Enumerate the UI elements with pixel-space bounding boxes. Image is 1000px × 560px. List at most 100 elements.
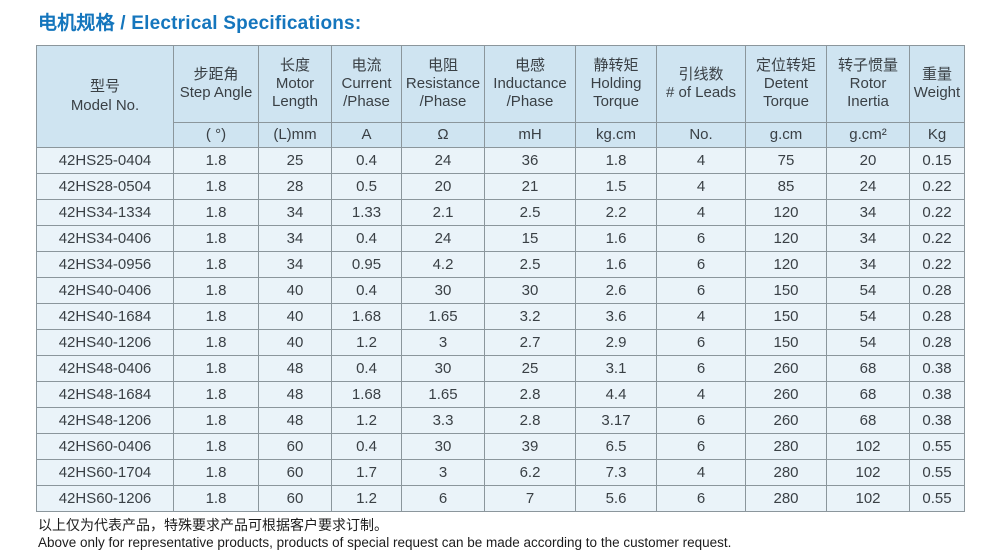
value-cell: 6 — [656, 277, 746, 304]
model-cell: 42HS34-1334 — [36, 199, 174, 226]
value-cell: 4.4 — [575, 381, 657, 408]
value-cell: 2.8 — [484, 381, 576, 408]
value-cell: 24 — [826, 173, 910, 200]
value-cell: 280 — [745, 485, 827, 512]
table-row: 42HS34-0956 1.8 34 0.95 4.2 2.5 1.6 6 120 34 0.22 — [36, 251, 965, 278]
value-cell: 4 — [656, 381, 746, 408]
value-cell: 60 — [258, 459, 332, 486]
model-cell: 42HS48-1206 — [36, 407, 174, 434]
unit-cell: Ω — [401, 122, 485, 148]
table-row: 42HS40-1206 1.8 40 1.2 3 2.7 2.9 6 150 54 0.28 — [36, 329, 965, 356]
table-row: 42HS34-1334 1.8 34 1.33 2.1 2.5 2.2 4 120 34 0.22 — [36, 199, 965, 226]
value-cell: 3 — [401, 329, 485, 356]
value-cell: 4.2 — [401, 251, 485, 278]
table-body: 42HS25-0404 1.8 25 0.4 24 36 1.8 4 75 20 0.15 42HS2… — [36, 147, 965, 512]
unit-cell: ( °) — [173, 122, 259, 148]
model-cell: 42HS48-1684 — [36, 381, 174, 408]
value-cell: 28 — [258, 173, 332, 200]
value-cell: 0.38 — [909, 407, 965, 434]
value-cell: 39 — [484, 433, 576, 460]
value-cell: 1.68 — [331, 381, 402, 408]
value-cell: 1.7 — [331, 459, 402, 486]
value-cell: 25 — [484, 355, 576, 382]
column-header: 重量 Weight — [909, 45, 965, 123]
value-cell: 1.65 — [401, 381, 485, 408]
value-cell: 54 — [826, 303, 910, 330]
value-cell: 6 — [656, 485, 746, 512]
value-cell: 260 — [745, 407, 827, 434]
value-cell: 34 — [258, 199, 332, 226]
value-cell: 150 — [745, 303, 827, 330]
value-cell: 1.8 — [173, 433, 259, 460]
model-cell: 42HS60-0406 — [36, 433, 174, 460]
unit-cell: Kg — [909, 122, 965, 148]
value-cell: 102 — [826, 485, 910, 512]
table-row: 42HS40-0406 1.8 40 0.4 30 30 2.6 6 150 54 0.28 — [36, 277, 965, 304]
value-cell: 6 — [656, 433, 746, 460]
value-cell: 4 — [656, 199, 746, 226]
value-cell: 7.3 — [575, 459, 657, 486]
value-cell: 60 — [258, 433, 332, 460]
value-cell: 0.55 — [909, 485, 965, 512]
model-cell: 42HS34-0406 — [36, 225, 174, 252]
value-cell: 48 — [258, 355, 332, 382]
value-cell: 6 — [401, 485, 485, 512]
footnote-chinese: 以上仅为代表产品，特殊要求产品可根据客户要求订制。 — [38, 517, 388, 533]
value-cell: 60 — [258, 485, 332, 512]
table-row: 42HS48-1206 1.8 48 1.2 3.3 2.8 3.17 6 260 68 0.38 — [36, 407, 965, 434]
model-cell: 42HS60-1704 — [36, 459, 174, 486]
value-cell: 1.8 — [173, 407, 259, 434]
value-cell: 68 — [826, 355, 910, 382]
value-cell: 2.6 — [575, 277, 657, 304]
table-row: 42HS60-1704 1.8 60 1.7 3 6.2 7.3 4 280 102 0.55 — [36, 459, 965, 486]
value-cell: 120 — [745, 251, 827, 278]
value-cell: 1.8 — [173, 199, 259, 226]
value-cell: 30 — [401, 433, 485, 460]
value-cell: 34 — [826, 251, 910, 278]
column-header: 电阻 Resistance/Phase — [401, 45, 485, 123]
value-cell: 1.8 — [173, 225, 259, 252]
value-cell: 4 — [656, 459, 746, 486]
column-header: 转子惯量 Rotor Inertia — [826, 45, 910, 123]
value-cell: 120 — [745, 199, 827, 226]
value-cell: 3.17 — [575, 407, 657, 434]
value-cell: 6 — [656, 251, 746, 278]
value-cell: 102 — [826, 459, 910, 486]
value-cell: 0.22 — [909, 251, 965, 278]
value-cell: 34 — [258, 225, 332, 252]
footnote-english: Above only for representative products, … — [38, 534, 732, 550]
model-cell: 42HS48-0406 — [36, 355, 174, 382]
value-cell: 1.8 — [173, 147, 259, 174]
value-cell: 40 — [258, 329, 332, 356]
value-cell: 68 — [826, 381, 910, 408]
value-cell: 1.8 — [173, 277, 259, 304]
model-cell: 42HS28-0504 — [36, 173, 174, 200]
unit-cell: (L)mm — [258, 122, 332, 148]
table-row: 42HS25-0404 1.8 25 0.4 24 36 1.8 4 75 20 0.15 — [36, 147, 965, 174]
value-cell: 1.8 — [173, 459, 259, 486]
value-cell: 102 — [826, 433, 910, 460]
value-cell: 20 — [401, 173, 485, 200]
value-cell: 1.8 — [173, 303, 259, 330]
value-cell: 30 — [401, 355, 485, 382]
table-row: 42HS48-1684 1.8 48 1.68 1.65 2.8 4.4 4 260 68 0.38 — [36, 381, 965, 408]
value-cell: 34 — [826, 199, 910, 226]
value-cell: 260 — [745, 381, 827, 408]
value-cell: 21 — [484, 173, 576, 200]
value-cell: 4 — [656, 147, 746, 174]
value-cell: 3.1 — [575, 355, 657, 382]
value-cell: 48 — [258, 381, 332, 408]
value-cell: 6 — [656, 355, 746, 382]
unit-cell: kg.cm — [575, 122, 657, 148]
value-cell: 0.5 — [331, 173, 402, 200]
value-cell: 6 — [656, 225, 746, 252]
table-row: 42HS28-0504 1.8 28 0.5 20 21 1.5 4 85 24 0.22 — [36, 173, 965, 200]
table-header: 型号 Model No. 步距角 Step Angle 长度 Motor Length 电流 C… — [36, 45, 965, 148]
value-cell: 85 — [745, 173, 827, 200]
value-cell: 6 — [656, 329, 746, 356]
column-header: 电感 Inductance/Phase — [484, 45, 576, 123]
header-row: 型号 Model No. 步距角 Step Angle 长度 Motor Length 电流 C… — [36, 45, 965, 148]
value-cell: 3 — [401, 459, 485, 486]
value-cell: 1.2 — [331, 485, 402, 512]
